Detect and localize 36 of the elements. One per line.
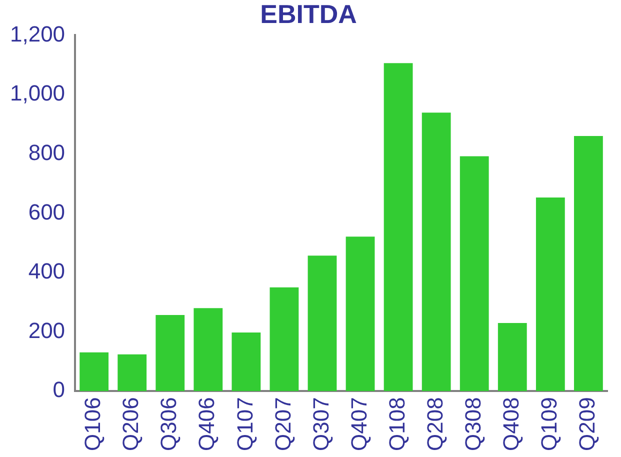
bar: [156, 314, 185, 392]
bar: [460, 156, 489, 392]
chart-title: EBITDA: [260, 0, 358, 29]
x-tick-label: Q407: [346, 397, 372, 452]
x-tick-label: Q206: [118, 397, 144, 452]
y-tick-label: 1,200: [10, 21, 66, 46]
x-tick-label: Q308: [460, 397, 486, 452]
bar: [536, 197, 565, 392]
x-tick-label: Q109: [536, 397, 562, 452]
y-tick-label: 600: [28, 199, 66, 224]
x-tick-label: Q307: [308, 397, 334, 452]
x-tick-label: Q108: [384, 397, 410, 452]
bar: [384, 63, 413, 392]
x-tick-label: Q208: [422, 397, 448, 452]
bar: [80, 352, 109, 392]
x-tick-label: Q106: [80, 397, 106, 452]
x-tick-label: Q306: [156, 397, 182, 452]
x-tick-label: Q406: [194, 397, 220, 452]
x-tick-label: Q408: [498, 397, 524, 452]
y-tick-label: 0: [52, 377, 66, 402]
bar: [422, 112, 451, 392]
bar: [308, 256, 337, 392]
bar: [346, 236, 375, 392]
bar: [574, 136, 603, 392]
bar: [118, 354, 147, 392]
y-tick-label: 1,000: [10, 80, 66, 106]
x-tick-label: Q209: [574, 397, 600, 452]
bar: [270, 287, 299, 392]
y-tick-label: 800: [28, 140, 66, 165]
bar: [194, 308, 223, 392]
y-tick-label: 200: [28, 318, 66, 343]
y-tick-label: 400: [28, 258, 66, 284]
x-tick-label: Q207: [270, 397, 296, 452]
bar: [232, 332, 261, 392]
bar: [498, 322, 527, 392]
x-tick-label: Q107: [232, 397, 258, 452]
